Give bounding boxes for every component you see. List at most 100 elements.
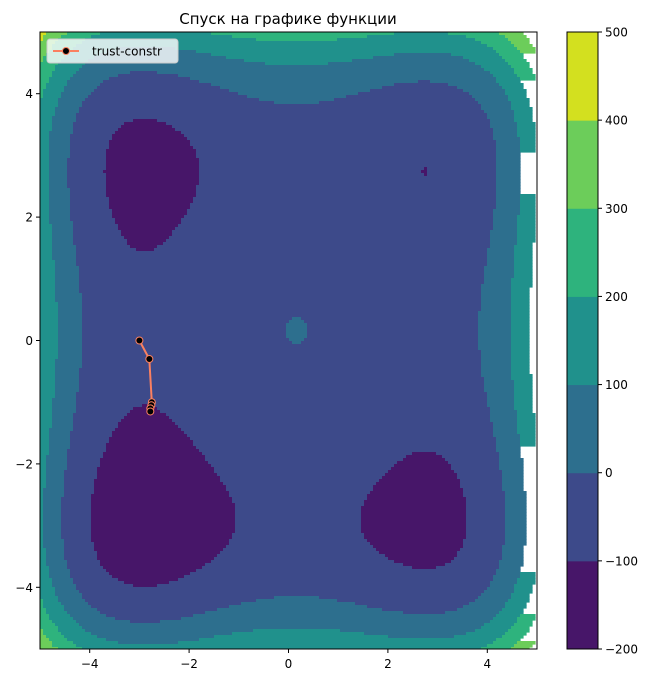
- contour-cell: [184, 134, 494, 138]
- contour-cell: [73, 221, 116, 225]
- contour-cell: [490, 122, 518, 126]
- contour-cell: [367, 539, 464, 543]
- contour-cell: [214, 470, 389, 474]
- contour-cell: [226, 488, 374, 492]
- x-tick-label: −4: [81, 657, 99, 671]
- contour-cell: [82, 299, 482, 303]
- contour-cell: [40, 560, 47, 564]
- contour-cell: [79, 290, 482, 294]
- contour-cell: [94, 545, 227, 549]
- contour-cell: [484, 386, 515, 390]
- contour-cell: [187, 212, 494, 216]
- contour-cell: [40, 512, 44, 516]
- contour-cell: [40, 116, 53, 120]
- x-tick-label: 0: [285, 657, 293, 671]
- contour-cell: [472, 95, 509, 99]
- contour-cell: [49, 179, 68, 183]
- contour-cell: [94, 479, 221, 483]
- contour-cell: [445, 458, 500, 462]
- contour-cell: [64, 494, 92, 498]
- contour-cell: [124, 416, 170, 420]
- contour-cell: [511, 287, 530, 291]
- contour-cell: [40, 236, 53, 240]
- contour-cell: [82, 362, 482, 366]
- contour-cell: [40, 245, 53, 249]
- contour-cell: [517, 419, 536, 423]
- contour-cell: [517, 428, 536, 432]
- contour-cell: [463, 539, 506, 543]
- contour-cell: [70, 575, 113, 579]
- contour-cell: [490, 584, 515, 588]
- contour-cell: [40, 401, 53, 405]
- contour-cell: [517, 617, 536, 621]
- contour-cell: [514, 386, 533, 390]
- contour-cell: [517, 410, 533, 414]
- contour-cell: [235, 524, 362, 528]
- contour-cell: [64, 605, 92, 609]
- contour-cell: [505, 92, 527, 96]
- contour-cell: [502, 479, 524, 483]
- contour-cell: [496, 446, 521, 450]
- contour-cell: [373, 488, 464, 492]
- contour-cell: [97, 467, 215, 471]
- contour-cell: [43, 95, 62, 99]
- contour-cell: [517, 122, 536, 126]
- contour-cell: [67, 32, 101, 36]
- contour-cell: [229, 491, 371, 495]
- contour-cell: [157, 584, 491, 588]
- y-tick-label: −4: [15, 581, 33, 595]
- contour-cell: [46, 611, 68, 615]
- contour-cell: [40, 233, 53, 237]
- contour-cell: [40, 539, 44, 543]
- contour-cell: [55, 383, 80, 387]
- contour-cell: [79, 278, 485, 282]
- contour-cell: [40, 413, 53, 417]
- contour-cell: [76, 116, 488, 120]
- contour-cell: [43, 509, 62, 513]
- contour-cell: [382, 476, 458, 480]
- contour-cell: [43, 524, 62, 528]
- contour-cell: [64, 542, 95, 546]
- contour-cell: [211, 464, 395, 468]
- contour-cell: [469, 59, 506, 63]
- contour-cell: [76, 257, 488, 261]
- contour-cell: [178, 641, 494, 645]
- contour-cell: [106, 152, 197, 156]
- contour-cell: [52, 119, 77, 123]
- contour-cell: [58, 350, 83, 354]
- contour-cell: [40, 488, 44, 492]
- contour-cell: [445, 563, 500, 567]
- contour-cell: [463, 605, 506, 609]
- contour-cell: [61, 515, 92, 519]
- contour-cell: [253, 629, 341, 633]
- contour-cell: [238, 92, 359, 96]
- contour-cell: [40, 572, 50, 576]
- contour-cell: [67, 449, 107, 453]
- contour-cell: [517, 128, 536, 132]
- contour-cell: [106, 179, 200, 183]
- contour-cell: [514, 260, 533, 264]
- contour-cell: [229, 494, 368, 498]
- contour-cell: [91, 533, 233, 537]
- contour-cell: [61, 500, 92, 504]
- contour-cell: [67, 467, 98, 471]
- contour-cell: [199, 173, 425, 177]
- contour-cell: [76, 245, 131, 249]
- contour-cell: [115, 428, 182, 432]
- contour-cell: [193, 197, 497, 201]
- contour-cell: [121, 230, 173, 234]
- contour-cell: [517, 134, 536, 138]
- contour-cell: [121, 125, 173, 129]
- contour-cell: [502, 635, 524, 639]
- contour-cell: [49, 164, 68, 168]
- contour-cell: [94, 482, 224, 486]
- contour-cell: [505, 521, 527, 525]
- contour-cell: [58, 323, 83, 327]
- contour-cell: [166, 413, 491, 417]
- contour-cell: [118, 422, 176, 426]
- legend[interactable]: trust-constr: [46, 38, 179, 64]
- contour-cell: [319, 101, 479, 105]
- contour-cell: [484, 380, 515, 384]
- contour-cell: [307, 335, 479, 339]
- contour-cell: [112, 434, 188, 438]
